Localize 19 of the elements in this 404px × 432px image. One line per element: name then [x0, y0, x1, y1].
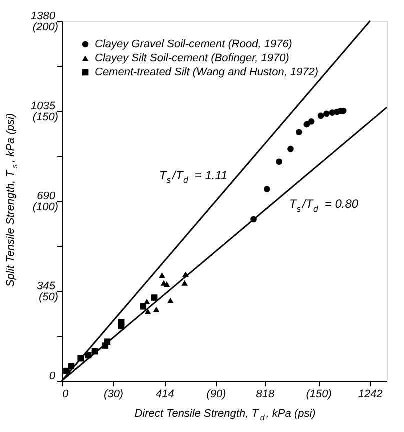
- x2-tick-label: (90): [206, 388, 227, 400]
- y-tick-label: 1035: [31, 100, 56, 112]
- x-tick-label: 1242: [358, 388, 383, 400]
- y2-tick-label: (150): [32, 112, 59, 124]
- y-tick-label: 690: [37, 190, 56, 202]
- x-tick-label: 0: [62, 388, 70, 400]
- x2-tick-label: (30): [104, 388, 124, 400]
- y2-tick-label: (100): [32, 202, 59, 214]
- y2-tick-label: (50): [38, 292, 59, 304]
- y-tick-label: 1380: [31, 10, 56, 22]
- legend-label: Cement-treated Silt (Wang and Huston, 1972): [95, 66, 319, 78]
- legend-label: Clayey Gravel Soil-cement (Rood, 1976): [95, 38, 293, 50]
- y-tick-label: 345: [37, 280, 56, 292]
- y2-tick-label: (200): [32, 22, 59, 34]
- x-tick-label: 414: [156, 388, 174, 400]
- y-tick-label: 0: [49, 370, 56, 382]
- x2-tick-label: (150): [306, 388, 332, 400]
- legend-label: Clayey Silt Soil-cement (Bofinger, 1970): [95, 52, 290, 64]
- x-tick-label: 818: [256, 388, 276, 400]
